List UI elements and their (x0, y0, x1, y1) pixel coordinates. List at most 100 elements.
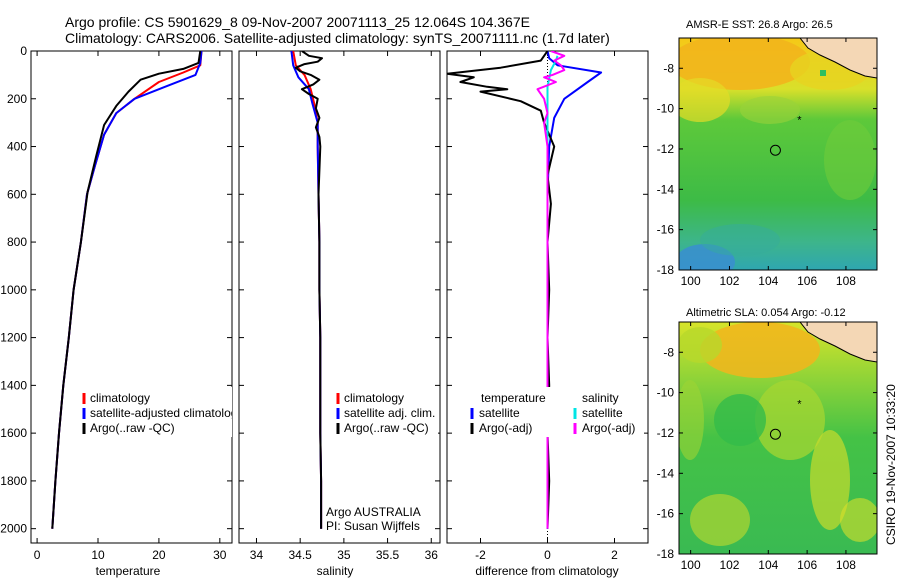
map-x-tick-label: 102 (719, 558, 739, 572)
salinity-profile-frame (238, 50, 441, 544)
y-tick-label: 2000 (0, 522, 27, 536)
title-line-1: Argo profile: CS 5901629_8 09-Nov-2007 2… (65, 14, 530, 30)
temperature-panel: 0 10 20 30 temperature 0 200 400 600 800 1000 1200 1… (0, 44, 243, 578)
series-line-climatology (51, 51, 203, 529)
map-y-tick-label: -12 (657, 142, 675, 156)
sst-map-title: AMSR-E SST: 26.8 Argo: 26.5 (686, 19, 833, 31)
difference-panel: -2 0 2 difference from climatology temperatu… (446, 50, 649, 578)
sla-map-field (679, 322, 877, 554)
x-tick-label: 0 (34, 548, 41, 562)
sst-argo-trajectory-marker: * (797, 115, 802, 127)
sla-map-frame (678, 321, 878, 555)
map-x-tick-label: 106 (797, 558, 817, 572)
map-x-tick-label: 108 (836, 558, 856, 572)
temperature-profile-frame (30, 50, 233, 544)
sst-map-panel: AMSR-E SST: 26.8 Argo: 26.5 * 100 102 104 1… (657, 19, 878, 288)
map-y-tick-label: -12 (657, 426, 675, 440)
x-tick-label: 2 (611, 548, 618, 562)
legend-entry: satellite (582, 406, 623, 420)
sla-map-title: Altimetric SLA: 0.054 Argo: -0.12 (686, 307, 846, 319)
sla-map-panel: Altimetric SLA: 0.054 Argo: -0.12 * 100 1… (657, 307, 878, 572)
land-java-sla (799, 322, 877, 363)
legend-entry: climatology (344, 391, 404, 405)
x-tick-label: 10 (91, 548, 105, 562)
y-tick-label: 600 (7, 187, 27, 201)
map-y-tick-label: -14 (657, 466, 675, 480)
x-axis-label: temperature (96, 564, 161, 578)
map-x-tick-label: 100 (681, 558, 701, 572)
map-x-tick-label: 102 (719, 274, 739, 288)
y-tick-label: 1600 (0, 426, 27, 440)
y-tick-label: 400 (7, 140, 27, 154)
map-y-tick-label: -8 (663, 345, 674, 359)
x-tick-label: 35.5 (376, 548, 400, 562)
map-y-tick-label: -10 (657, 386, 675, 400)
legend-background (466, 387, 644, 437)
difference-profile-lines (447, 51, 603, 529)
series-line-temperature-satellite (546, 51, 603, 529)
credit-label: CSIRO 19-Nov-2007 10:33:20 (884, 384, 898, 545)
legend-entry: satellite adj. clim. (344, 406, 435, 420)
argo-annotation-line: Argo AUSTRALIA (326, 505, 421, 519)
y-tick-label: 1200 (0, 331, 27, 345)
x-tick-label: 34.5 (288, 548, 312, 562)
x-tick-label: 35 (337, 548, 351, 562)
salinity-profile-lines (290, 51, 323, 529)
map-x-tick-label: 104 (758, 274, 778, 288)
legend-entry: climatology (90, 391, 150, 405)
map-y-tick-label: -18 (657, 547, 675, 561)
difference-legend: temperature salinitysatelliteArgo(-adj)sa… (466, 387, 644, 437)
x-axis-label: difference from climatology (475, 564, 618, 578)
legend-entry: satellite (479, 406, 520, 420)
legend-title-temperature: temperature (481, 391, 546, 405)
series-line-argo-raw-qc (294, 51, 323, 529)
map-x-tick-label: 100 (681, 274, 701, 288)
legend-title-salinity: salinity (582, 391, 619, 405)
map-y-tick-label: -8 (663, 61, 674, 75)
salinity-panel: 34 34.5 35 35.5 36 salinity climatologysatelli… (238, 50, 441, 578)
map-x-tick-label: 104 (758, 558, 778, 572)
y-tick-label: 1000 (0, 283, 27, 297)
legend-entry: Argo(..raw -QC) (90, 421, 175, 435)
argo-annotation-line: PI: Susan Wijffels (326, 519, 420, 533)
x-tick-label: 36 (425, 548, 439, 562)
series-line-argo-raw-qc (51, 51, 202, 529)
map-y-tick-label: -18 (657, 263, 675, 277)
map-x-tick-label: 106 (797, 274, 817, 288)
y-tick-label: 1400 (0, 378, 27, 392)
x-tick-label: 30 (213, 548, 227, 562)
x-tick-label: -2 (475, 548, 486, 562)
x-tick-label: 34 (250, 548, 264, 562)
legend-entry: Argo(-adj) (479, 421, 532, 435)
y-tick-label: 0 (20, 44, 27, 58)
legend-entry: Argo(..raw -QC) (344, 421, 429, 435)
sla-argo-trajectory-marker: * (797, 399, 802, 411)
sla-argo-position-marker (769, 428, 781, 440)
series-line-temperature-argo-adj (447, 51, 556, 529)
legend-background (83, 387, 232, 437)
title-line-2: Climatology: CARS2006. Satellite-adjuste… (65, 30, 610, 46)
map-y-tick-label: -14 (657, 182, 675, 196)
map-y-tick-label: -16 (657, 223, 675, 237)
y-tick-label: 200 (7, 92, 27, 106)
legend-entry: satellite-adjusted climatology (90, 406, 243, 420)
land-java (799, 38, 877, 79)
sst-argo-position-marker (769, 144, 781, 156)
sst-map-frame (678, 37, 878, 271)
map-x-tick-label: 108 (836, 274, 856, 288)
y-tick-label: 800 (7, 235, 27, 249)
x-tick-label: 20 (152, 548, 166, 562)
legend-background (336, 387, 438, 437)
sst-map-field (679, 38, 877, 270)
y-tick-label: 1800 (0, 474, 27, 488)
x-axis-label: salinity (317, 564, 354, 578)
series-line-salinity-argo-adj (536, 51, 566, 529)
map-y-tick-label: -10 (657, 102, 675, 116)
x-tick-label: 0 (544, 548, 551, 562)
legend-entry: Argo(-adj) (582, 421, 635, 435)
map-y-tick-label: -16 (657, 507, 675, 521)
